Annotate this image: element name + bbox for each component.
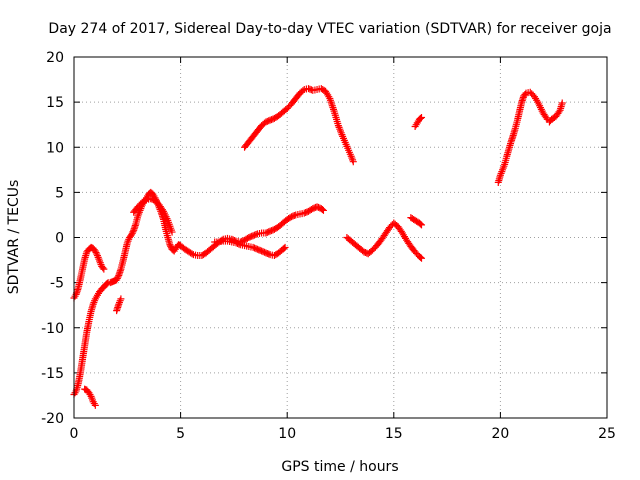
data-point	[416, 220, 424, 228]
data-series	[81, 385, 99, 409]
data-series	[241, 85, 357, 166]
data-point	[329, 105, 337, 113]
data-point	[141, 196, 149, 204]
data-point	[167, 242, 175, 250]
data-point	[100, 265, 108, 273]
y-tick-label: 15	[46, 95, 64, 111]
data-point	[113, 274, 121, 282]
data-point	[128, 231, 136, 239]
data-point	[328, 100, 336, 108]
data-point	[93, 250, 101, 258]
y-tick-label: 0	[55, 231, 64, 247]
axis-ticks	[73, 56, 608, 419]
data-point	[188, 250, 196, 258]
data-point	[418, 254, 426, 262]
x-tick-label: 5	[176, 426, 185, 442]
data-point	[555, 108, 563, 116]
y-tick-labels: -20 -15 -10 -5 0 5 10 15 20	[41, 50, 64, 427]
data-point	[235, 240, 243, 248]
data-point	[128, 229, 136, 237]
data-point	[92, 249, 100, 257]
grid-lines	[74, 57, 607, 418]
data-point	[280, 244, 288, 252]
data-point	[416, 253, 424, 261]
data-point	[281, 243, 289, 251]
y-tick-label: -15	[41, 366, 64, 382]
x-tick-label: 25	[598, 426, 616, 442]
data-series	[113, 295, 125, 315]
data-point	[252, 230, 260, 238]
x-tick-labels: 0 5 10 15 20 25	[70, 426, 616, 442]
x-tick-label: 10	[278, 426, 296, 442]
data-series	[343, 219, 426, 262]
y-tick-label: -5	[50, 276, 64, 292]
y-tick-label: 20	[46, 50, 64, 66]
data-point	[103, 280, 111, 288]
data-point	[91, 247, 99, 255]
data-series	[130, 195, 176, 236]
data-point	[328, 102, 336, 110]
data-series	[70, 188, 327, 399]
data-point	[113, 276, 121, 284]
x-tick-label: 15	[385, 426, 403, 442]
data-point	[299, 87, 307, 95]
data-point	[168, 228, 176, 236]
data-point	[99, 264, 107, 272]
y-axis-label: SDTVAR / TECUs	[6, 180, 22, 295]
data-point	[129, 228, 137, 236]
data-point	[418, 221, 426, 229]
data-point	[265, 250, 273, 258]
data-series	[70, 243, 108, 302]
x-tick-label: 0	[70, 426, 79, 442]
data-series	[411, 113, 426, 130]
data-point	[318, 206, 326, 214]
x-tick-label: 20	[491, 426, 509, 442]
data-point	[115, 298, 123, 306]
data-point	[558, 99, 566, 107]
data-series	[211, 237, 289, 260]
data-point	[349, 158, 357, 166]
x-axis-label: GPS time / hours	[281, 459, 398, 475]
data-point	[114, 273, 122, 281]
chart-title: Day 274 of 2017, Sidereal Day-to-day VTE…	[48, 21, 611, 37]
y-tick-label: 10	[46, 140, 64, 156]
y-tick-label: -20	[41, 411, 64, 427]
data-point	[418, 113, 426, 121]
y-tick-label: 5	[55, 185, 64, 201]
data-point	[91, 401, 99, 409]
data-point	[166, 241, 174, 249]
data-point	[117, 295, 125, 303]
data-point	[290, 212, 298, 220]
y-tick-label: -10	[41, 321, 64, 337]
data-point	[319, 206, 327, 214]
data-series	[407, 214, 426, 229]
data-point	[329, 104, 337, 112]
data-series	[545, 99, 566, 126]
data-series	[494, 88, 551, 186]
plot-frame	[73, 56, 608, 419]
data-point	[542, 114, 550, 122]
data-points	[70, 85, 566, 409]
data-point	[416, 114, 424, 122]
